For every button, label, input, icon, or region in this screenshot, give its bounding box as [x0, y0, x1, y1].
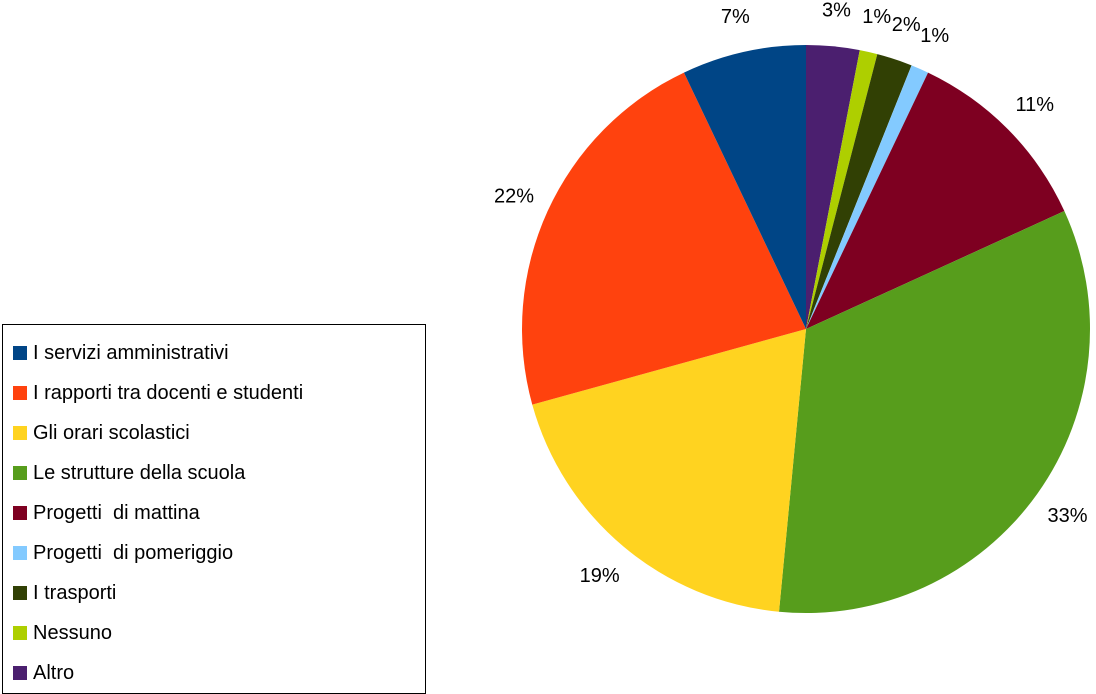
legend-item-progetti-mattina: Progetti di mattina: [13, 500, 200, 526]
pie-slice-nessuno: [806, 50, 878, 329]
pie-label-i-rapporti-tra-docenti-e-studenti: 22%: [494, 186, 534, 208]
pie-slice-progetti-di-mattina: [806, 72, 1065, 329]
legend-item-trasporti: I trasporti: [13, 580, 116, 606]
legend-swatch: [13, 346, 27, 360]
legend-label: Altro: [33, 661, 75, 684]
legend-item-rapporti-docenti-studenti: I rapporti tra docenti e studenti: [13, 380, 303, 406]
pie-label-progetti-di-pomeriggio: 1%: [920, 25, 949, 47]
pie-label-nessuno: 1%: [862, 6, 891, 28]
legend-swatch: [13, 626, 27, 640]
legend-swatch: [13, 546, 27, 560]
pie-label-i-servizi-amministrativi: 7%: [721, 6, 750, 28]
legend-item-servizi-amministrativi: I servizi amministrativi: [13, 340, 229, 366]
pie-slice-progetti-di-pomeriggio: [806, 65, 929, 329]
pie-labels: 3% 1% 2% 1% 11% 33% 19% 22% 7%: [494, 0, 1088, 587]
pie-label-altro: 3%: [822, 0, 851, 22]
pie-slice-i-trasporti: [806, 54, 912, 329]
legend-swatch: [13, 386, 27, 400]
legend-label: I trasporti: [33, 581, 117, 604]
pie-slice-gli-orari-scolastici: [532, 329, 806, 612]
pie-slices: [522, 45, 1091, 613]
legend-item-strutture-scuola: Le strutture della scuola: [13, 460, 245, 486]
pie-slice-altro: [806, 45, 860, 329]
legend-label: I servizi amministrativi: [33, 341, 229, 364]
legend-item-orari-scolastici: Gli orari scolastici: [13, 420, 190, 446]
pie-label-gli-orari-scolastici: 19%: [580, 565, 620, 587]
legend-swatch: [13, 466, 27, 480]
legend-label: I rapporti tra docenti e studenti: [33, 381, 304, 404]
legend-swatch: [13, 426, 27, 440]
legend-item-nessuno: Nessuno: [13, 620, 112, 646]
pie-label-i-trasporti: 2%: [892, 14, 921, 36]
legend-label: Nessuno: [33, 621, 112, 644]
legend-swatch: [13, 506, 27, 520]
pie-slice-i-servizi-amministrativi: [683, 45, 806, 329]
legend-item-progetti-pomeriggio: Progetti di pomeriggio: [13, 540, 233, 566]
legend-swatch: [13, 586, 27, 600]
pie-slice-i-rapporti-tra-docenti-e-studenti: [522, 72, 806, 405]
pie-label-progetti-di-mattina: 11%: [1016, 94, 1055, 116]
legend-item-altro: Altro: [13, 660, 74, 686]
pie-label-le-strutture-della-scuola: 33%: [1047, 505, 1087, 527]
legend: I servizi amministrativi I rapporti tra …: [2, 324, 426, 694]
legend-label: Progetti di mattina: [33, 501, 200, 524]
legend-swatch: [13, 666, 27, 680]
legend-label: Progetti di pomeriggio: [33, 541, 234, 564]
pie-slice-le-strutture-della-scuola: [779, 211, 1091, 613]
legend-label: Gli orari scolastici: [33, 421, 190, 444]
legend-label: Le strutture della scuola: [33, 461, 246, 484]
